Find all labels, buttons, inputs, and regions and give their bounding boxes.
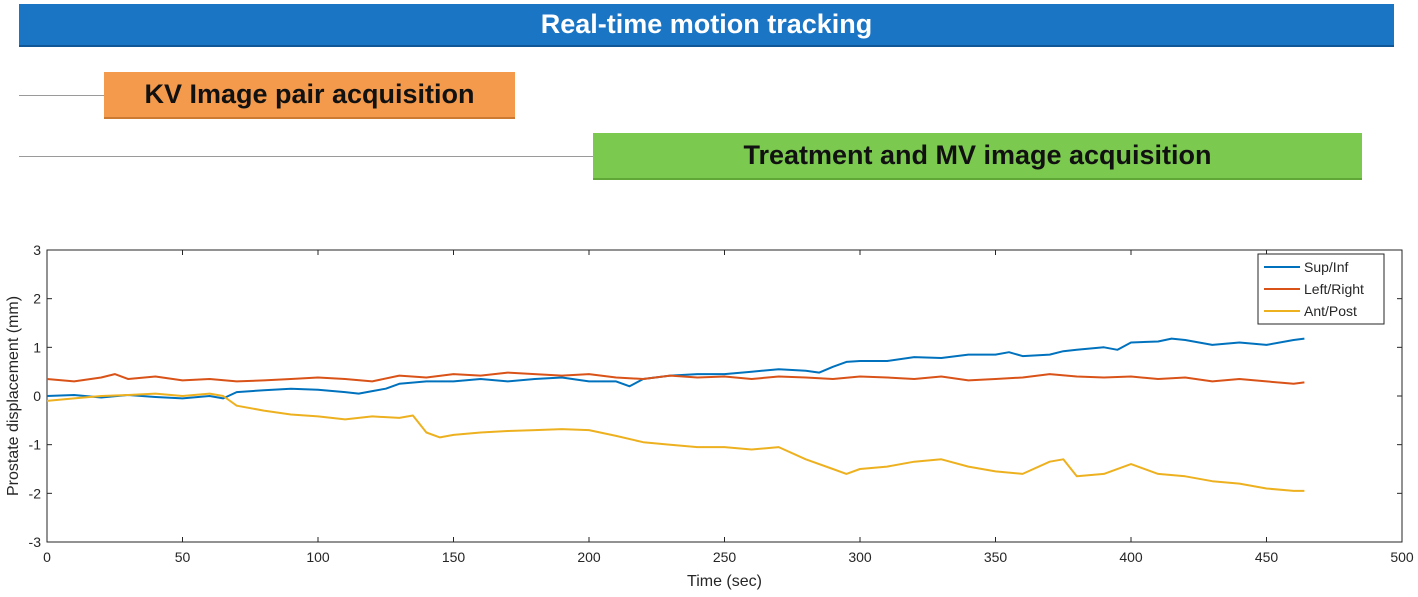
- y-tick-label: -3: [29, 534, 42, 550]
- realtime-tracking-label: Real-time motion tracking: [540, 9, 873, 39]
- x-tick-label: 450: [1255, 549, 1279, 565]
- displacement-chart: 0 50 100 150 200 250 300 350 400 450 500 -3 -2 -1 0 1 2 3…: [5, 242, 1414, 590]
- realtime-tracking-bar: Real-time motion tracking: [19, 4, 1394, 47]
- y-tick-label: 1: [33, 339, 41, 355]
- mv-acquisition-label: Treatment and MV image acquisition: [743, 140, 1212, 170]
- kv-acquisition-label: KV Image pair acquisition: [144, 79, 475, 109]
- x-tick-label: 50: [175, 549, 191, 565]
- y-tick-label: -1: [29, 437, 42, 453]
- x-tick-label: 200: [577, 549, 601, 565]
- x-tick-label: 300: [848, 549, 872, 565]
- x-tick-label: 150: [442, 549, 466, 565]
- kv-acquisition-bar: KV Image pair acquisition: [104, 72, 515, 119]
- series-line-left-right: [46, 371, 1305, 385]
- mv-acquisition-bar: Treatment and MV image acquisition: [593, 133, 1362, 180]
- y-tick-label: 3: [33, 242, 41, 258]
- x-tick-label: 400: [1119, 549, 1143, 565]
- x-tick-label: 350: [984, 549, 1008, 565]
- series-line-ant-post: [46, 392, 1305, 492]
- mv-phase-connector: [19, 156, 593, 157]
- x-tick-label: 500: [1390, 549, 1414, 565]
- series-line-sup-inf: [46, 337, 1305, 400]
- legend-entry: Left/Right: [1304, 281, 1364, 297]
- legend-entry: Ant/Post: [1304, 303, 1357, 319]
- y-tick-label: -2: [29, 485, 42, 501]
- x-axis-label: Time (sec): [687, 573, 762, 590]
- x-tick-label: 0: [43, 549, 51, 565]
- y-tick-label: 0: [33, 388, 41, 404]
- kv-phase-connector: [19, 95, 104, 96]
- y-tick-label: 2: [33, 291, 41, 307]
- y-axis-label: Prostate displacement (mm): [5, 296, 22, 496]
- x-tick-label: 100: [306, 549, 330, 565]
- plot-area: [46, 249, 1403, 543]
- legend-entry: Sup/Inf: [1304, 259, 1348, 275]
- x-tick-label: 250: [713, 549, 737, 565]
